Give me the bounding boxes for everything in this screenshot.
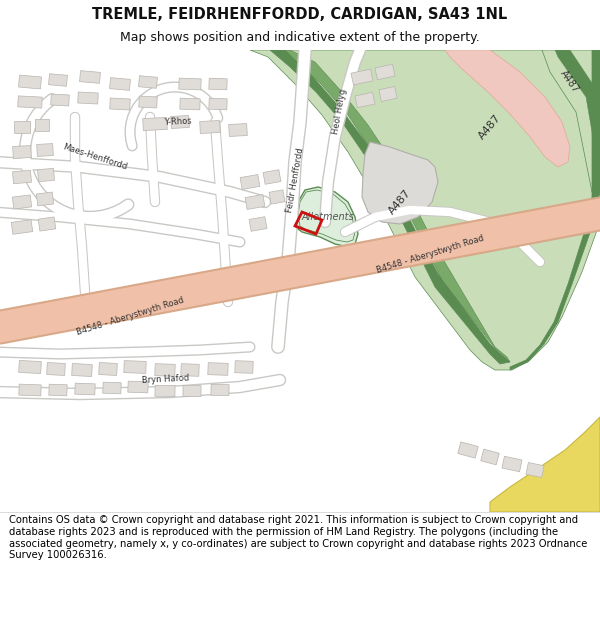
Bar <box>351 69 373 85</box>
Bar <box>103 382 121 394</box>
Polygon shape <box>490 417 600 512</box>
Bar <box>139 96 157 108</box>
Bar <box>19 361 41 374</box>
Bar <box>375 64 395 80</box>
Bar <box>179 78 201 90</box>
Bar <box>458 442 478 458</box>
Polygon shape <box>555 50 600 172</box>
Text: Y-Rhos: Y-Rhos <box>164 117 192 128</box>
Bar <box>208 362 228 376</box>
Bar <box>38 168 55 182</box>
Polygon shape <box>510 50 600 370</box>
Bar <box>13 146 31 159</box>
Bar <box>18 96 42 108</box>
Bar <box>170 116 190 129</box>
Bar <box>481 449 499 465</box>
Text: TREMLE, FEIDRHENFFORDD, CARDIGAN, SA43 1NL: TREMLE, FEIDRHENFFORDD, CARDIGAN, SA43 1… <box>92 6 508 21</box>
Bar <box>269 190 285 204</box>
Bar <box>13 195 32 209</box>
Bar <box>19 384 41 396</box>
Bar <box>38 217 56 231</box>
Text: A487: A487 <box>559 69 581 95</box>
Polygon shape <box>270 50 510 364</box>
Text: Maes-Henffordd: Maes-Henffordd <box>62 142 128 172</box>
Bar <box>51 94 69 106</box>
Polygon shape <box>285 50 510 362</box>
Bar <box>47 362 65 376</box>
Text: B4548 - Aberystwyth Road: B4548 - Aberystwyth Road <box>75 296 185 337</box>
Bar <box>240 174 260 189</box>
Bar <box>155 386 175 397</box>
Polygon shape <box>445 50 570 167</box>
Bar <box>143 118 167 131</box>
Bar <box>71 364 92 376</box>
Text: A487: A487 <box>477 112 503 141</box>
Text: Contains OS data © Crown copyright and database right 2021. This information is : Contains OS data © Crown copyright and d… <box>9 516 587 560</box>
Bar <box>183 386 201 397</box>
Polygon shape <box>362 142 438 224</box>
Bar <box>78 92 98 104</box>
Text: A487: A487 <box>387 188 413 216</box>
Polygon shape <box>542 50 600 192</box>
Bar <box>155 364 175 376</box>
Bar <box>139 76 157 88</box>
Polygon shape <box>296 187 358 247</box>
Bar <box>49 384 67 396</box>
Bar <box>526 462 544 478</box>
Bar <box>209 78 227 90</box>
Bar <box>14 121 30 133</box>
Text: Feidr Henffordd: Feidr Henffordd <box>285 147 305 213</box>
Bar <box>13 170 31 184</box>
Bar <box>80 71 100 83</box>
Polygon shape <box>250 50 600 370</box>
Bar <box>502 456 522 472</box>
Bar <box>75 383 95 395</box>
Polygon shape <box>298 190 355 242</box>
Bar <box>37 144 53 156</box>
Bar <box>249 217 267 231</box>
Bar <box>98 362 118 376</box>
Bar <box>235 361 253 373</box>
Bar <box>110 98 130 110</box>
Bar <box>379 86 397 101</box>
Bar <box>209 98 227 110</box>
Bar <box>355 92 375 108</box>
Bar <box>49 74 67 86</box>
Bar <box>128 381 148 393</box>
Text: Bryn Hafod: Bryn Hafod <box>141 373 189 385</box>
Bar <box>229 124 247 136</box>
Text: Allotments: Allotments <box>302 212 355 222</box>
Bar <box>200 121 220 134</box>
Bar <box>180 98 200 110</box>
Bar <box>35 119 49 131</box>
Text: B4548 - Aberystwyth Road: B4548 - Aberystwyth Road <box>375 233 485 274</box>
Bar <box>37 192 53 206</box>
Bar <box>110 78 130 91</box>
Bar <box>19 75 41 89</box>
Bar <box>245 194 265 209</box>
Bar <box>211 384 229 396</box>
Bar <box>263 170 281 184</box>
Text: Heol Helyg: Heol Helyg <box>332 89 349 136</box>
Text: Map shows position and indicative extent of the property.: Map shows position and indicative extent… <box>120 31 480 44</box>
Bar <box>124 361 146 373</box>
Bar <box>181 364 199 376</box>
Bar <box>11 219 33 234</box>
